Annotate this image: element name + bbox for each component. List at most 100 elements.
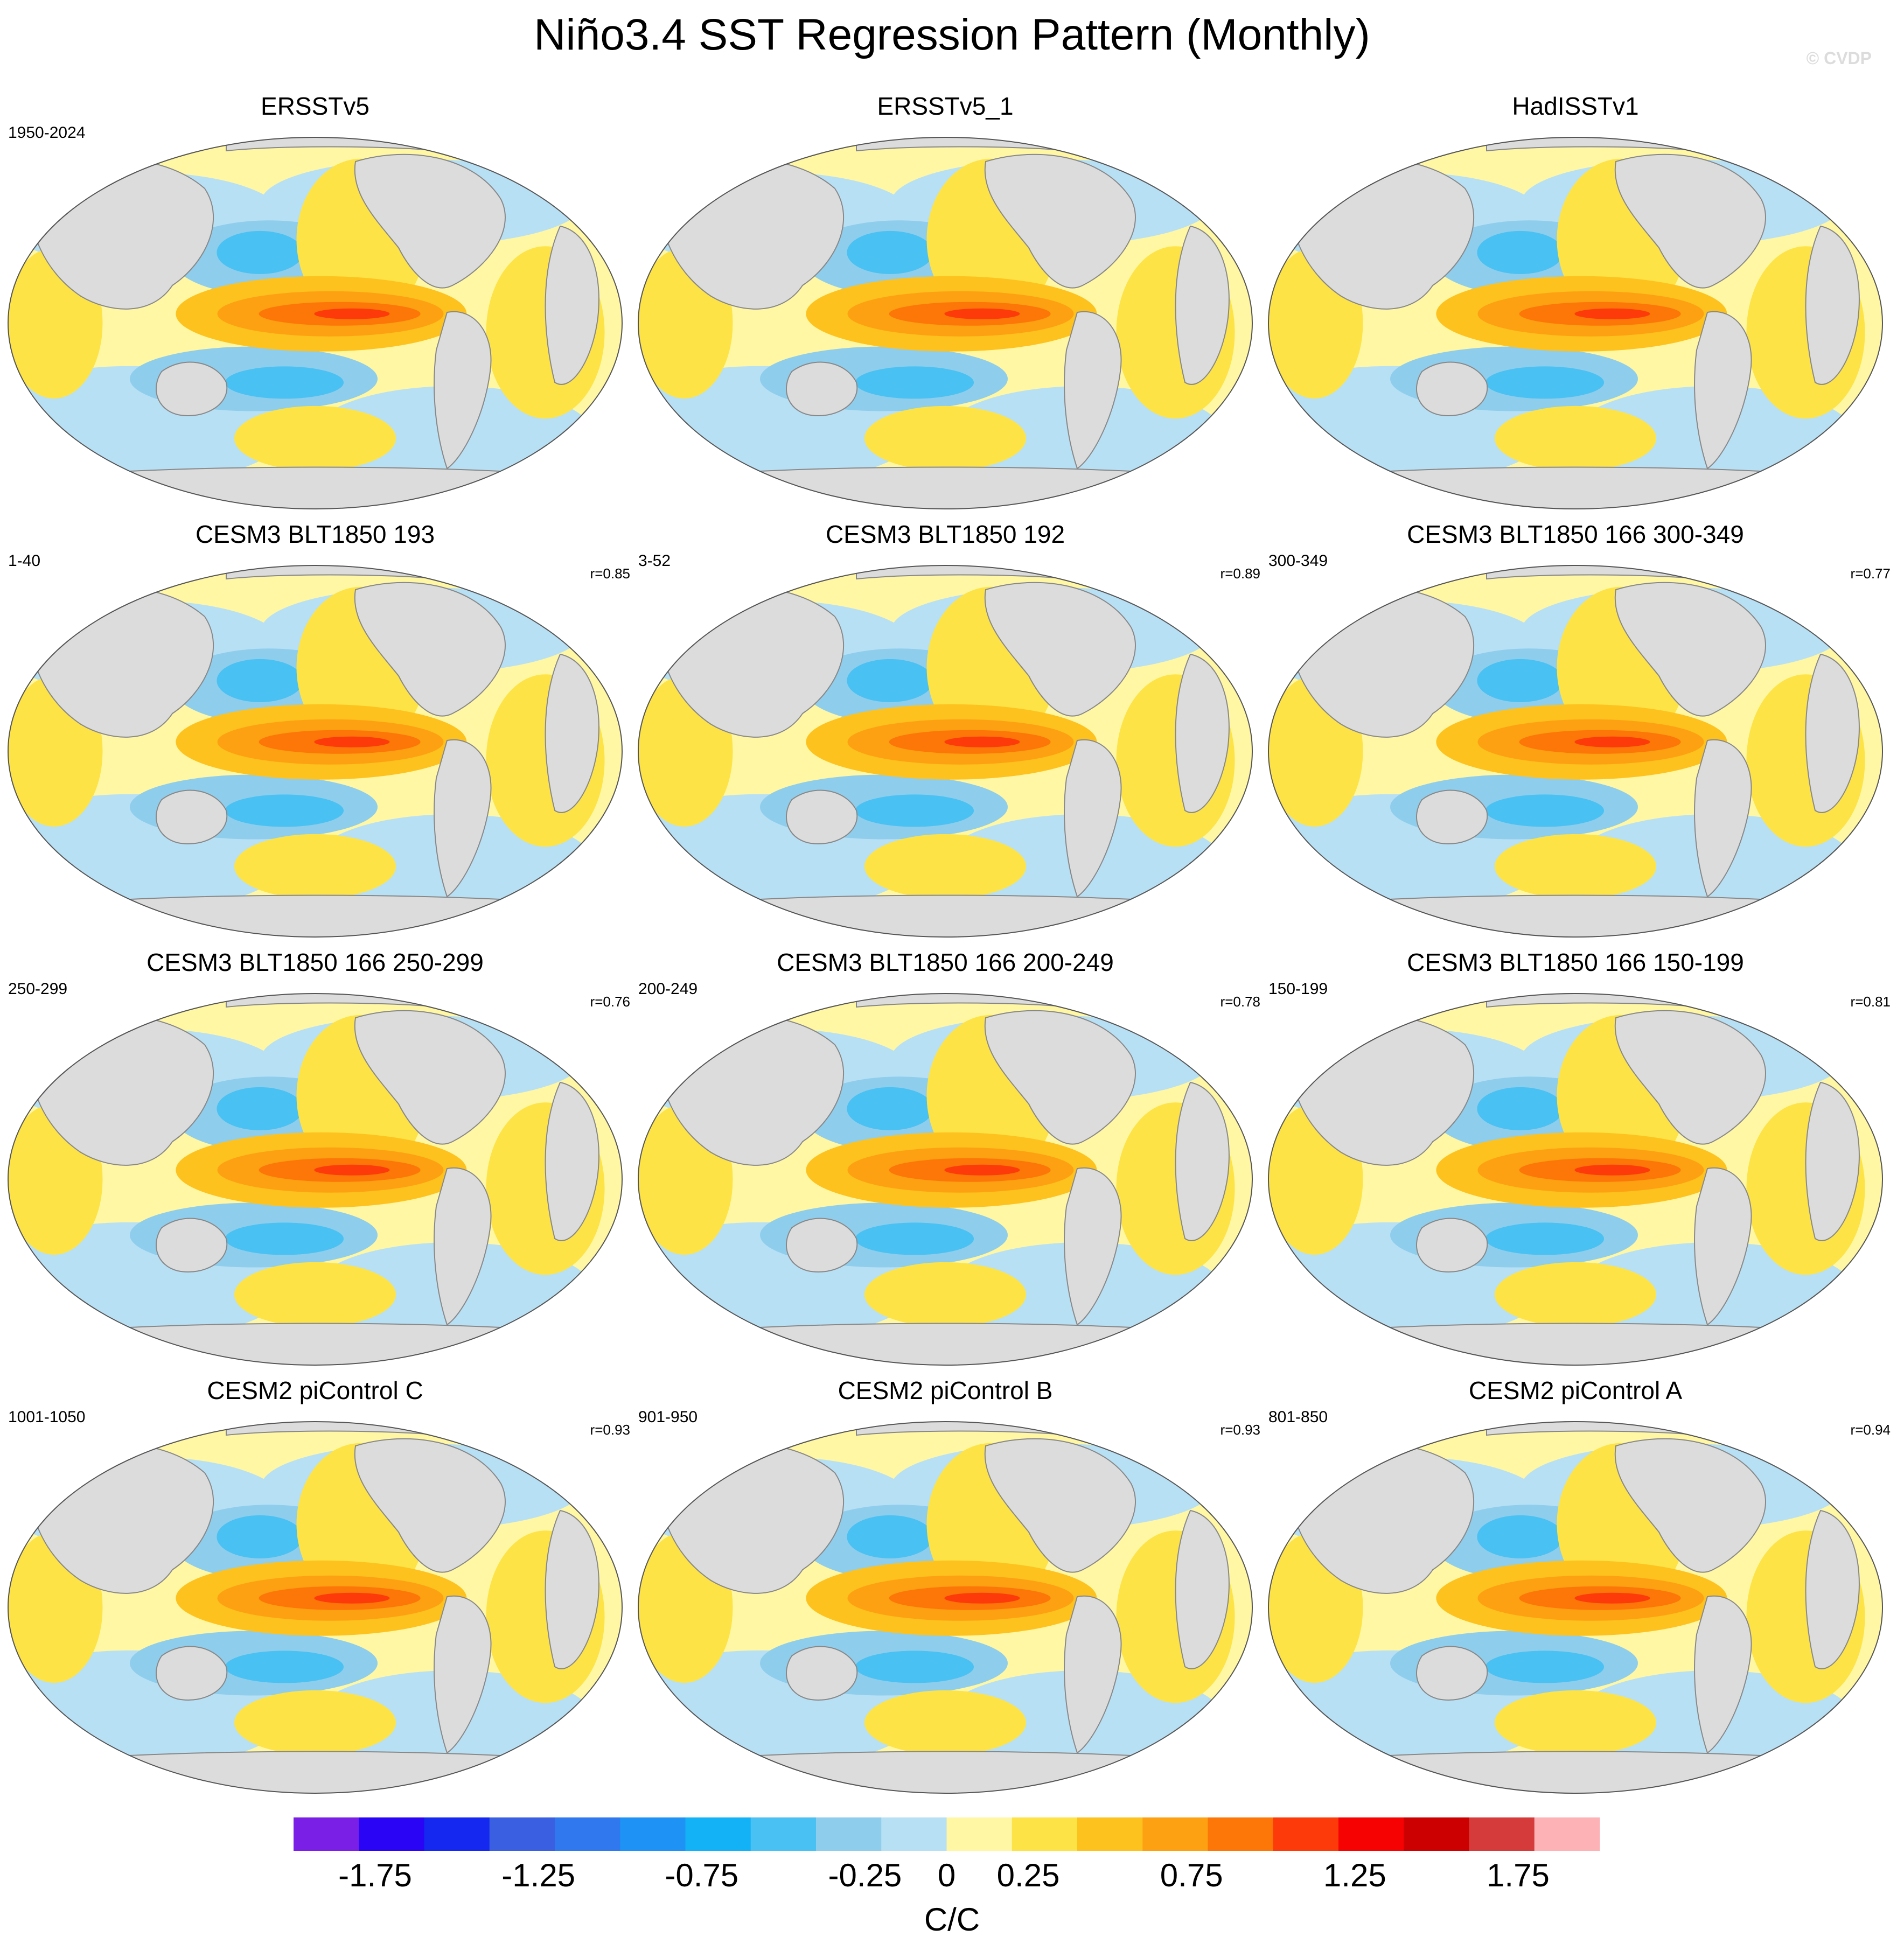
colorbar-swatch <box>1534 1817 1600 1851</box>
colorbar-swatch <box>489 1817 555 1851</box>
panel-title: CESM2 piControl C <box>207 1376 423 1404</box>
continent <box>1281 466 1870 509</box>
panel-period: 3-52 <box>638 552 671 570</box>
colorbar-tick-label: 0.25 <box>997 1857 1060 1893</box>
colorbar-swatch <box>1077 1817 1143 1851</box>
anomaly-region <box>1485 1222 1604 1255</box>
continent <box>1175 225 1230 385</box>
anomaly-region <box>864 1262 1026 1327</box>
panel-period: 150-199 <box>1268 980 1328 998</box>
continent <box>651 1323 1239 1365</box>
map-border <box>1268 137 1883 509</box>
colorbar-tick-label: -1.25 <box>501 1857 575 1893</box>
map-panel: CESM3 BLT1850 192 3-52 r=0.89 <box>630 520 1260 950</box>
colorbar-tick-label: 1.25 <box>1323 1857 1386 1893</box>
anomaly-region <box>1485 1651 1604 1683</box>
map-panel: ERSSTv5_1 <box>630 92 1260 522</box>
pattern-correlation: r=0.93 <box>1220 1422 1260 1438</box>
warm-tongue-core <box>944 1592 1020 1604</box>
anomaly-region <box>864 834 1026 899</box>
continent <box>1805 1509 1860 1669</box>
continent <box>1805 653 1860 813</box>
panel-period: 801-850 <box>1268 1408 1328 1426</box>
colorbar-swatch <box>881 1817 947 1851</box>
anomaly-region <box>864 1690 1026 1755</box>
map-svg <box>1268 993 1883 1366</box>
continent <box>1614 1438 1766 1573</box>
panel-period: 250-299 <box>8 980 68 998</box>
continent <box>651 466 1239 509</box>
anomaly-region <box>225 1651 344 1683</box>
map-svg <box>638 137 1253 509</box>
anomaly-region <box>1485 794 1604 827</box>
colorbar-swatch <box>359 1817 424 1851</box>
continent <box>1694 311 1752 470</box>
colorbar-tick-label: 0 <box>938 1857 956 1893</box>
continent <box>21 1323 609 1365</box>
colorbar-swatch <box>816 1817 882 1851</box>
colorbar-swatch <box>1208 1817 1274 1851</box>
map-border <box>1268 565 1883 938</box>
anomaly-region <box>1495 1690 1656 1755</box>
continent <box>984 1010 1136 1145</box>
map-panel: CESM2 piControl C 1001-1050 r=0.93 <box>0 1376 630 1807</box>
map-panel: CESM3 BLT1850 166 200-249 200-249 r=0.78 <box>630 948 1260 1379</box>
continent <box>21 1751 609 1793</box>
warm-tongue-core <box>314 1164 390 1176</box>
warm-tongue-core <box>944 308 1020 319</box>
panel-title: CESM3 BLT1850 192 <box>825 520 1065 548</box>
anomaly-region <box>217 659 303 702</box>
continent <box>1614 1010 1766 1145</box>
map-border <box>638 565 1253 938</box>
warm-tongue-core <box>314 308 390 319</box>
map-border <box>8 993 623 1366</box>
map-border <box>638 993 1253 1366</box>
panel-title: ERSSTv5_1 <box>877 92 1014 120</box>
anomaly-region <box>234 405 396 471</box>
map-border <box>638 137 1253 509</box>
colorbar-swatch <box>1469 1817 1535 1851</box>
warm-tongue-core <box>1574 1164 1650 1176</box>
pattern-correlation: r=0.89 <box>1220 565 1260 582</box>
map-panel: CESM3 BLT1850 166 300-349 300-349 r=0.77 <box>1260 520 1891 950</box>
warm-tongue-core <box>944 736 1020 747</box>
map-svg <box>8 565 623 938</box>
continent <box>156 1646 228 1701</box>
panel-title: CESM2 piControl A <box>1468 1376 1683 1404</box>
anomaly-region <box>225 794 344 827</box>
anomaly-region <box>217 1087 303 1130</box>
panel-period: 901-950 <box>638 1408 698 1426</box>
anomaly-region <box>855 1651 974 1683</box>
continent <box>1694 739 1752 898</box>
continent <box>786 1218 858 1272</box>
continent <box>1064 311 1122 470</box>
map-svg <box>1268 565 1883 938</box>
panel-period: 1950-2024 <box>8 124 86 142</box>
continent <box>786 1646 858 1701</box>
continent <box>354 1010 506 1145</box>
map-panel: HadISSTv1 <box>1260 92 1891 522</box>
anomaly-region <box>234 834 396 899</box>
continent <box>786 789 858 844</box>
panel-period: 200-249 <box>638 980 698 998</box>
continent <box>545 1081 599 1241</box>
pattern-correlation: r=0.94 <box>1850 1422 1891 1438</box>
anomaly-region <box>847 1515 933 1558</box>
continent <box>1614 153 1766 289</box>
anomaly-region <box>847 659 933 702</box>
anomaly-region <box>234 1690 396 1755</box>
map-panel: CESM3 BLT1850 166 250-299 250-299 r=0.76 <box>0 948 630 1379</box>
continent <box>1694 1595 1752 1754</box>
colorbar-swatch <box>294 1817 359 1851</box>
anomaly-region <box>1495 834 1656 899</box>
colorbar-swatch <box>946 1817 1013 1851</box>
map-panel: CESM2 piControl B 901-950 r=0.93 <box>630 1376 1260 1807</box>
continent <box>545 653 599 813</box>
anomaly-region <box>847 1087 933 1130</box>
warm-tongue-core <box>1574 308 1650 319</box>
pattern-correlation: r=0.93 <box>590 1422 630 1438</box>
continent <box>354 582 506 717</box>
warm-tongue-core <box>944 1164 1020 1176</box>
colorbar-tick-label: -0.25 <box>828 1857 902 1893</box>
continent <box>1281 1751 1870 1793</box>
